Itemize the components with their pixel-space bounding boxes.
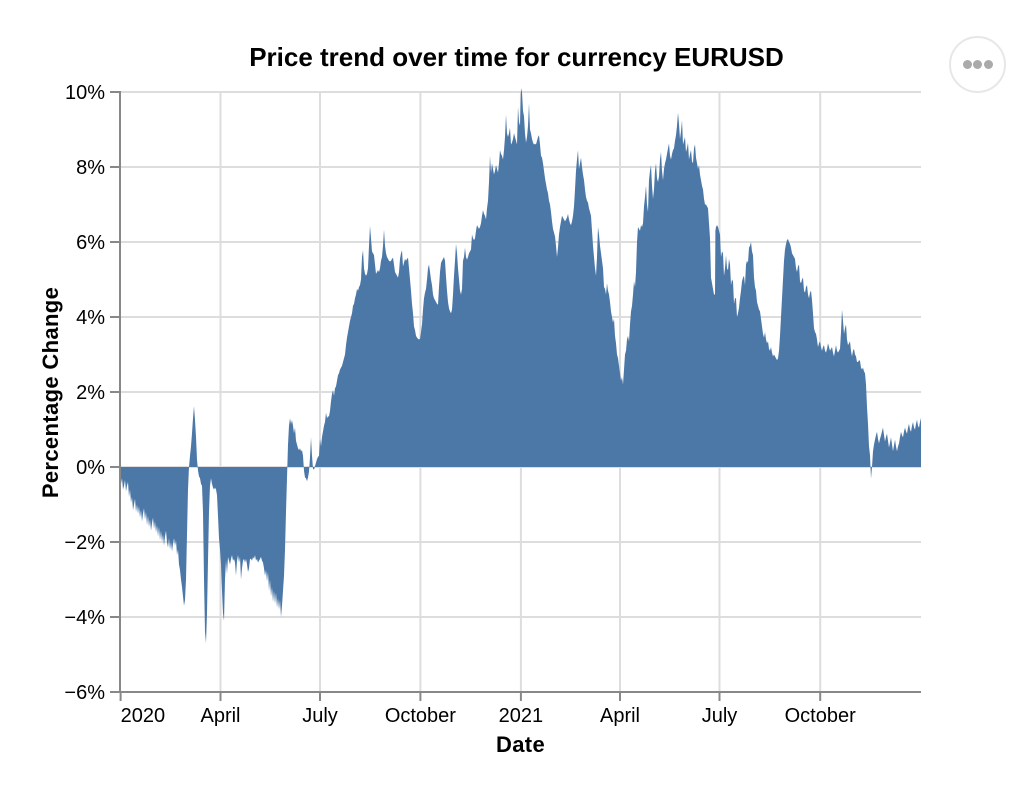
svg-text:10%: 10% <box>65 82 105 104</box>
svg-text:−6%: −6% <box>64 682 105 704</box>
svg-text:October: October <box>385 705 456 727</box>
svg-text:October: October <box>785 705 856 727</box>
svg-text:8%: 8% <box>76 157 105 179</box>
svg-text:−4%: −4% <box>64 607 105 629</box>
svg-text:2020: 2020 <box>121 705 166 727</box>
svg-text:April: April <box>600 705 640 727</box>
svg-text:July: July <box>302 705 338 727</box>
svg-text:2%: 2% <box>76 382 105 404</box>
svg-text:4%: 4% <box>76 307 105 329</box>
svg-text:6%: 6% <box>76 232 105 254</box>
svg-text:April: April <box>200 705 240 727</box>
svg-text:−2%: −2% <box>64 532 105 554</box>
svg-text:2021: 2021 <box>499 705 544 727</box>
svg-text:Date: Date <box>496 732 545 757</box>
svg-text:0%: 0% <box>76 457 105 479</box>
svg-text:Price trend over time for curr: Price trend over time for currency EURUS… <box>249 42 784 72</box>
svg-text:July: July <box>702 705 738 727</box>
svg-text:Percentage Change: Percentage Change <box>38 287 63 498</box>
